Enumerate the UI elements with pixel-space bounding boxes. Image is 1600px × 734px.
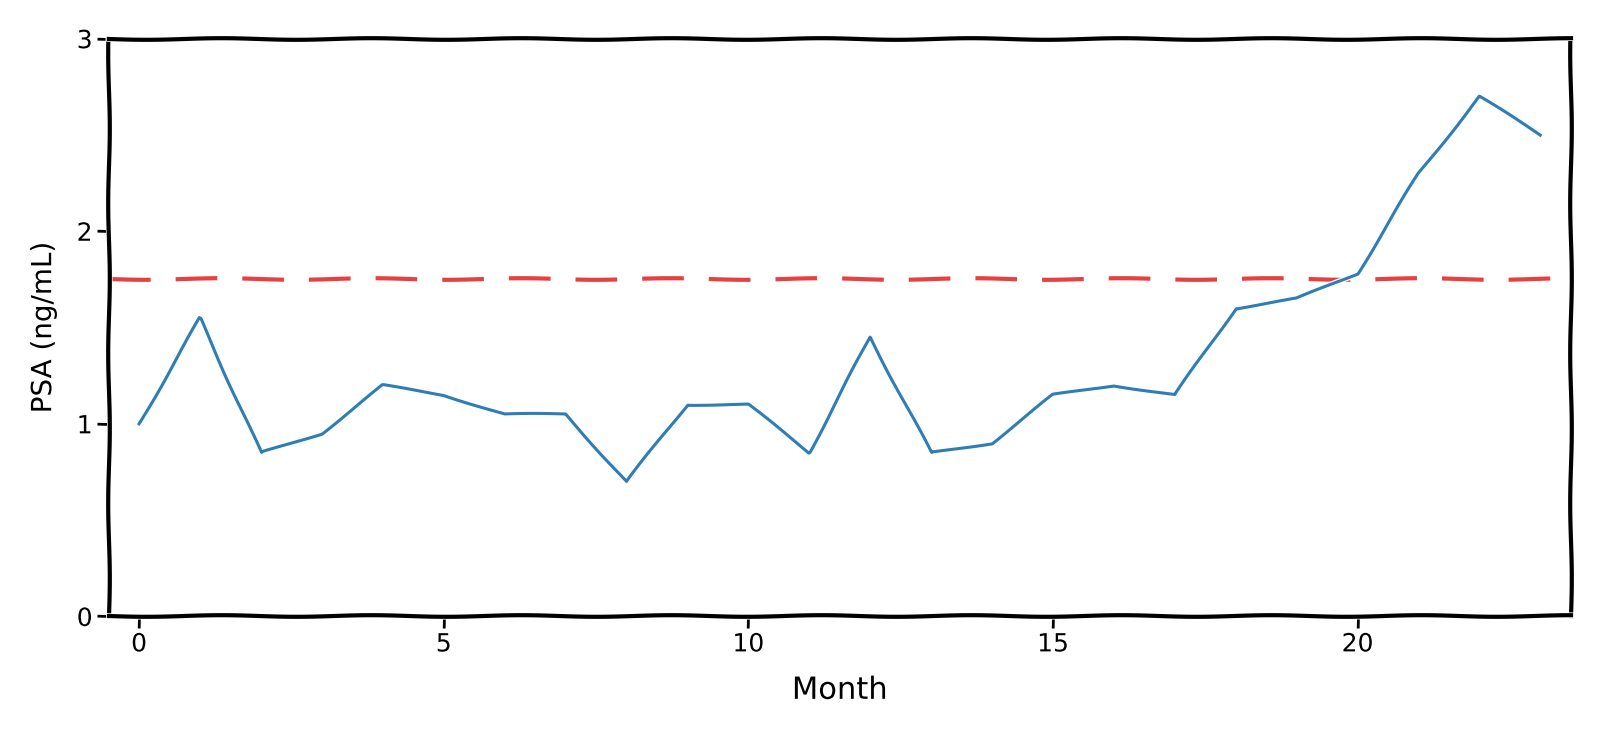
Y-axis label: PSA (ng/mL): PSA (ng/mL)	[29, 241, 58, 413]
X-axis label: Month: Month	[792, 676, 888, 705]
